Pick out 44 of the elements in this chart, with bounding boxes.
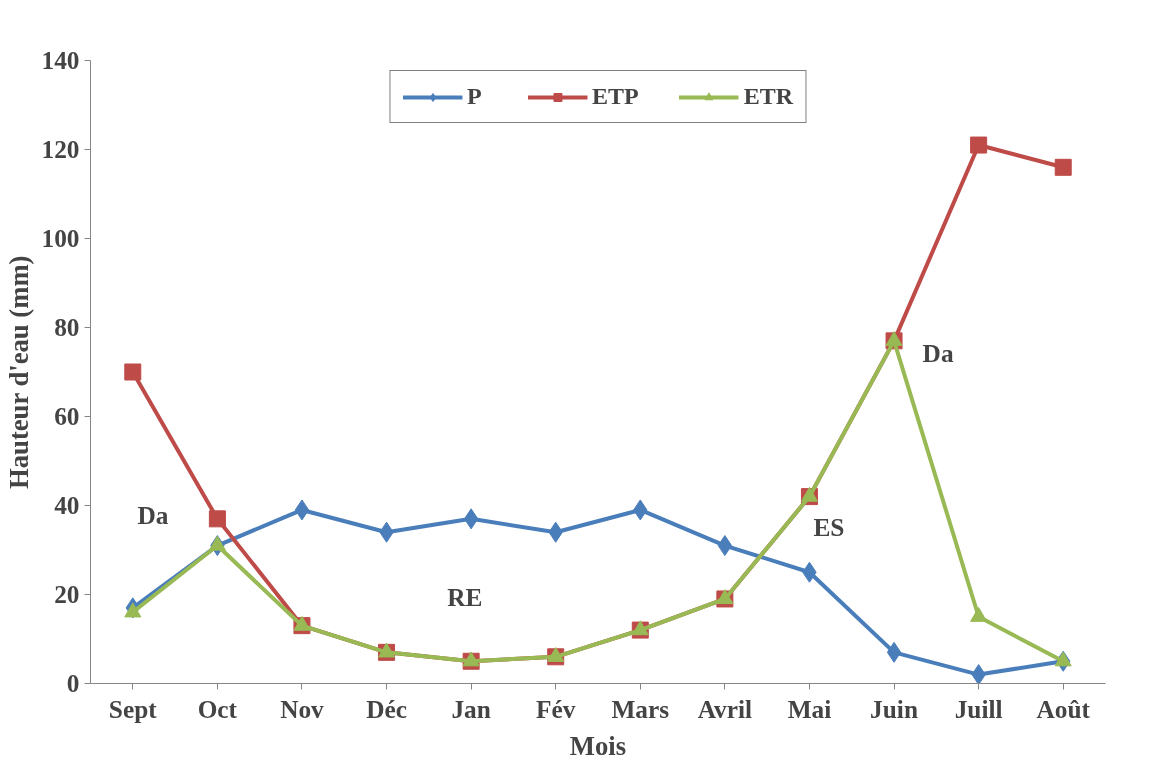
y-tick-label: 60 bbox=[54, 402, 80, 430]
y-tick-label: 80 bbox=[54, 313, 80, 341]
x-tick-label: Déc bbox=[366, 694, 407, 723]
x-tick-label: Juill bbox=[954, 694, 1003, 723]
legend-label: ETR bbox=[743, 83, 794, 110]
legend-label: ETP bbox=[591, 83, 639, 110]
point bbox=[463, 508, 479, 530]
point bbox=[717, 535, 733, 557]
x-tick-label: Sept bbox=[108, 694, 158, 723]
x-tick-label: Mars bbox=[611, 694, 670, 723]
y-tick-label: 40 bbox=[54, 491, 80, 519]
point bbox=[1054, 651, 1072, 667]
annotation: Da bbox=[137, 501, 169, 530]
point bbox=[124, 363, 142, 381]
x-tick-label: Fév bbox=[536, 694, 576, 723]
x-tick-label: Juin bbox=[870, 694, 918, 723]
x-tick-label: Avril bbox=[697, 694, 753, 723]
point bbox=[970, 136, 988, 154]
point bbox=[1054, 158, 1072, 176]
point bbox=[547, 647, 565, 662]
point bbox=[208, 510, 226, 528]
point bbox=[970, 607, 988, 622]
y-tick-label: 20 bbox=[54, 580, 80, 608]
point bbox=[886, 641, 902, 663]
annotation: ES bbox=[813, 512, 845, 541]
x-axis-title: Mois bbox=[569, 730, 627, 761]
point bbox=[208, 535, 226, 551]
x-tick-label: Mai bbox=[787, 694, 832, 723]
y-tick-label: 100 bbox=[41, 224, 80, 252]
y-tick-label: 120 bbox=[41, 135, 80, 163]
y-tick-label: 140 bbox=[41, 46, 80, 74]
annotation: RE bbox=[447, 582, 483, 611]
y-axis-title: Hauteur d'eau (mm) bbox=[3, 255, 34, 489]
y-tick-label: 0 bbox=[66, 669, 80, 697]
point bbox=[971, 664, 986, 684]
point bbox=[294, 499, 310, 521]
x-tick-label: Oct bbox=[197, 694, 238, 723]
x-tick-label: Jan bbox=[451, 694, 491, 723]
point bbox=[293, 615, 311, 631]
annotation: Da bbox=[922, 338, 954, 367]
point bbox=[124, 602, 142, 618]
legend-label: P bbox=[466, 83, 483, 110]
x-tick-label: Nov bbox=[280, 694, 325, 723]
x-tick-label: Août bbox=[1036, 694, 1091, 723]
